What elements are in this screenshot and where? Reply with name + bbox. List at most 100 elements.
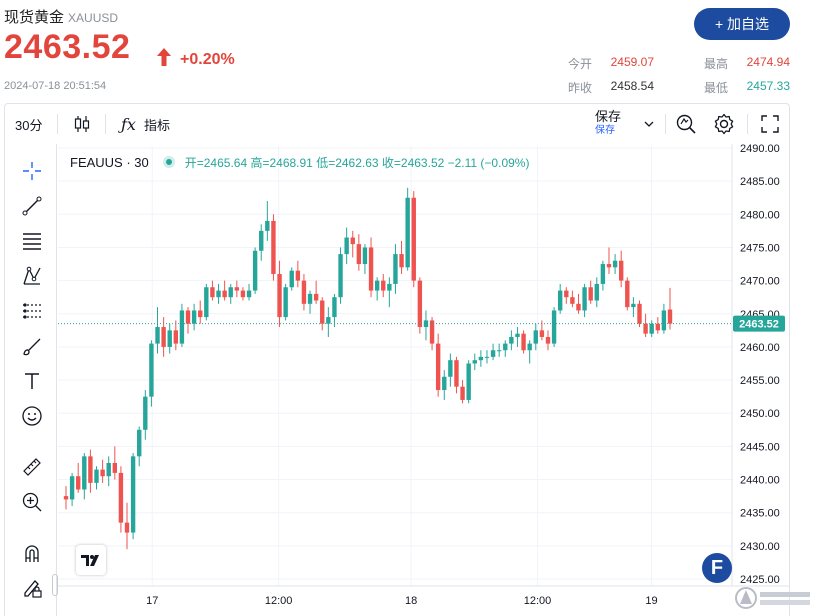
brush-tool[interactable] — [19, 333, 45, 359]
price-change: +0.20% — [180, 51, 235, 68]
legend-symbol[interactable]: FEAUUS · 30 — [70, 155, 149, 170]
candle-body — [625, 280, 630, 308]
settings-button[interactable] — [713, 104, 735, 144]
candle-body — [533, 330, 538, 344]
candle-body — [466, 363, 471, 400]
emoji-tool[interactable] — [19, 403, 45, 429]
magnet-tool[interactable] — [19, 540, 45, 566]
candle-body — [442, 376, 447, 391]
legend-ohlc: 开=2465.64 高=2468.91 低=2462.63 收=2463.52 … — [184, 156, 530, 170]
toolbar-divider — [57, 114, 58, 134]
candlestick-icon — [74, 116, 90, 132]
candle-body — [149, 343, 154, 397]
f-badge-icon[interactable]: F — [702, 553, 732, 583]
interval-button[interactable]: 30分 — [15, 117, 43, 133]
candle-body — [484, 356, 490, 358]
tradingview-logo[interactable] — [76, 545, 106, 575]
candle-body — [564, 290, 569, 298]
candle-body — [301, 280, 307, 304]
candle-body — [167, 330, 172, 347]
candle-body — [283, 287, 288, 318]
candle-body — [478, 356, 484, 361]
y-tick-label: 2450.00 — [740, 408, 780, 420]
brush-icon — [23, 338, 41, 356]
add-watchlist-button[interactable]: + 加自选 — [694, 8, 790, 40]
magnet-icon — [25, 545, 39, 562]
candle-body — [570, 297, 575, 304]
save-button[interactable]: 保存 保存 — [595, 110, 621, 136]
search-alert-icon — [676, 114, 696, 134]
x-tick-label: 17 — [146, 595, 158, 607]
indicators-button[interactable]: ƒx 指标 — [121, 104, 170, 144]
text-icon — [25, 373, 39, 389]
trendline-tool[interactable] — [19, 193, 45, 219]
stat-prev-close: 昨收 2458.54 — [568, 79, 654, 95]
save-label: 保存 — [595, 109, 622, 124]
candle-body — [643, 323, 648, 334]
stat-label: 最高 — [704, 57, 729, 71]
y-tick-label: 2490.00 — [740, 143, 780, 155]
stat-label: 最低 — [704, 81, 729, 95]
candle-body — [496, 350, 502, 352]
ruler-tool[interactable] — [19, 454, 45, 480]
candle-body — [618, 260, 624, 281]
crosshair-tool[interactable] — [19, 158, 45, 184]
candle-body — [179, 310, 185, 344]
stat-value: 2459.07 — [610, 55, 654, 69]
candle-body — [600, 264, 606, 284]
chart-toolbar: 30分 ƒx 指标 保存 保存 — [4, 103, 790, 143]
y-tick-label: 2485.00 — [740, 176, 780, 188]
toolbar-divider — [665, 114, 666, 134]
stat-low: 最低 2457.33 — [704, 79, 790, 95]
candle-body — [326, 317, 331, 324]
tradingview-logo-icon — [81, 555, 99, 566]
candle-body — [655, 323, 660, 331]
fib-tool[interactable] — [19, 228, 45, 254]
candle-body — [100, 469, 105, 477]
quick-search-button[interactable] — [675, 104, 697, 144]
candle-body — [399, 254, 404, 268]
y-tick-label: 2460.00 — [740, 342, 780, 354]
stat-value: 2474.94 — [746, 55, 790, 69]
candle-type-button[interactable] — [73, 104, 91, 144]
stat-label: 今开 — [568, 57, 593, 71]
zoom-in-icon — [22, 492, 42, 512]
candle-body — [423, 320, 429, 328]
stat-value: 2458.54 — [610, 79, 654, 93]
candle-body — [527, 343, 532, 351]
candle-body — [649, 323, 654, 334]
candle-body — [368, 247, 374, 291]
y-tick-label: 2430.00 — [740, 541, 780, 553]
candle-body — [490, 350, 496, 357]
candle-body — [594, 283, 599, 301]
watermark-logo — [735, 587, 810, 609]
toolbar-collapse-handle[interactable] — [52, 574, 58, 596]
candle-body — [265, 220, 270, 231]
candle-body — [252, 250, 258, 291]
candle-body — [124, 522, 130, 533]
candle-body — [240, 290, 246, 298]
pattern-tool[interactable] — [19, 263, 45, 289]
x-tick-label: 12:00 — [265, 595, 293, 607]
instrument-symbol: XAUUSD — [68, 11, 119, 25]
candle-body — [198, 310, 203, 318]
candle-body — [350, 237, 355, 245]
timestamp: 2024-07-18 20:51:54 — [4, 80, 107, 92]
save-dropdown[interactable] — [643, 104, 655, 144]
candle-body — [631, 303, 636, 308]
text-tool[interactable] — [19, 368, 45, 394]
candle-body — [637, 303, 642, 324]
zoom-tool[interactable] — [19, 489, 45, 515]
candle-body — [429, 320, 435, 344]
candle-body — [509, 336, 514, 344]
lock-drawing-tool[interactable] — [19, 575, 45, 601]
candle-body — [106, 462, 111, 477]
projection-tool[interactable] — [19, 298, 45, 324]
chart-frame — [4, 143, 790, 616]
candle-body — [472, 360, 477, 364]
emoji-icon — [22, 406, 42, 426]
candle-body — [661, 310, 667, 331]
fullscreen-button[interactable] — [760, 104, 780, 144]
candle-body — [313, 293, 319, 301]
